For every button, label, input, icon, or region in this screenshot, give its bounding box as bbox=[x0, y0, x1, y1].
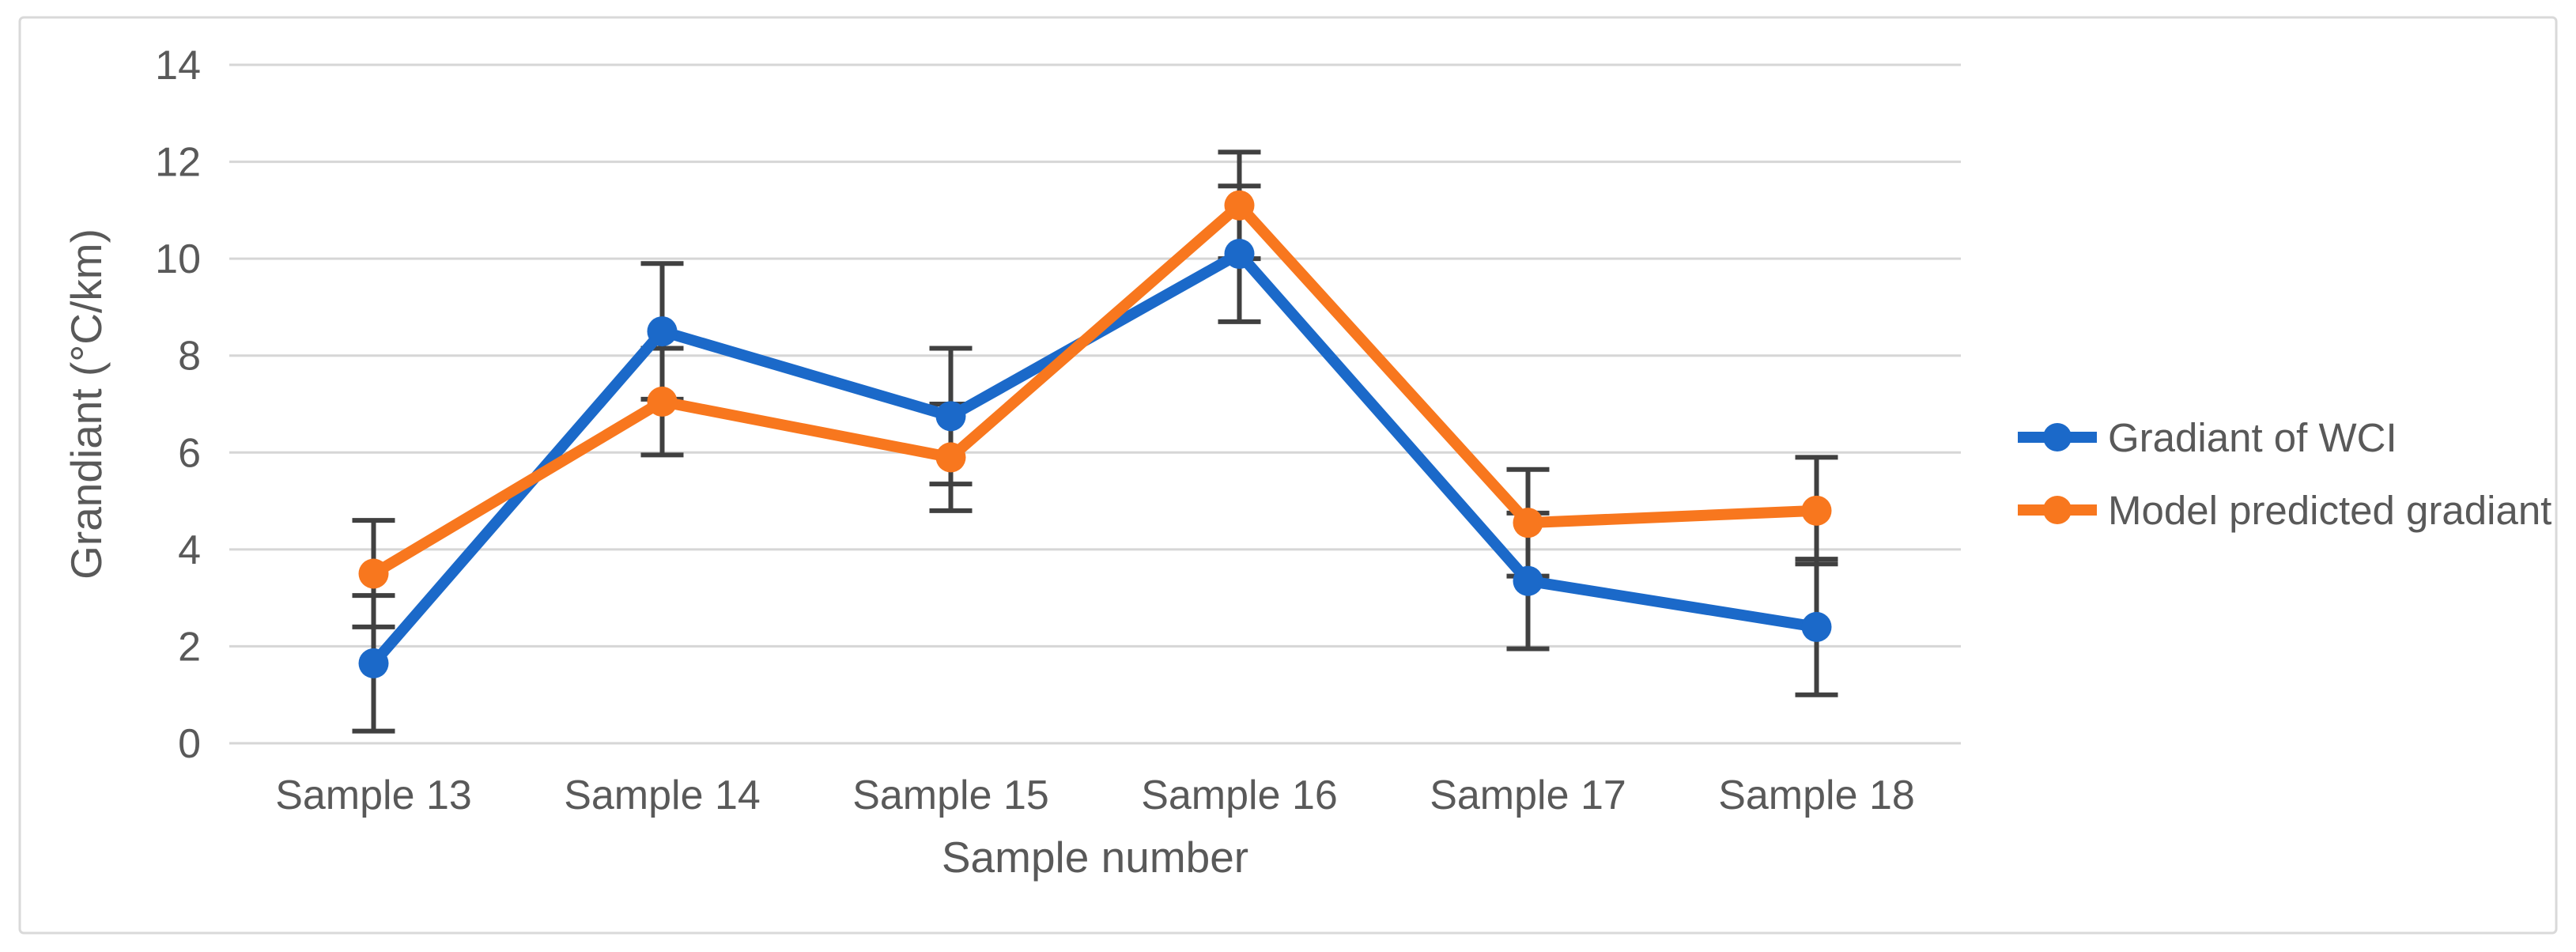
data-point-marker bbox=[1801, 495, 1832, 526]
x-tick-label: Sample 15 bbox=[852, 773, 1049, 818]
y-tick-label: 14 bbox=[155, 43, 201, 89]
data-point-marker bbox=[1801, 611, 1832, 642]
data-point-marker bbox=[1513, 508, 1543, 538]
data-point-marker bbox=[1224, 239, 1255, 270]
plot-area bbox=[229, 63, 1961, 745]
legend-marker-icon bbox=[2043, 496, 2072, 524]
series-line-1 bbox=[368, 248, 1822, 669]
data-point-marker bbox=[1224, 190, 1255, 221]
x-axis-title: Sample number bbox=[942, 833, 1248, 882]
y-axis-title: Grandiant (°C/km) bbox=[62, 229, 111, 580]
data-point-marker bbox=[935, 401, 966, 432]
y-tick-label: 4 bbox=[178, 527, 201, 573]
data-point-marker bbox=[358, 648, 389, 678]
data-point-marker bbox=[1513, 565, 1543, 596]
data-point-marker bbox=[647, 386, 678, 417]
y-tick-labels: 0 2 4 6 8 10 12 14 bbox=[155, 43, 201, 767]
legend-item-series-1: Gradiant of WCI bbox=[2018, 415, 2397, 460]
data-point-marker bbox=[935, 442, 966, 473]
legend-marker-icon bbox=[2043, 423, 2072, 451]
x-tick-labels: Sample 13 Sample 14 Sample 15 Sample 16 Samp… bbox=[275, 773, 1915, 818]
y-tick-label: 0 bbox=[178, 721, 201, 767]
y-tick-label: 12 bbox=[155, 140, 201, 186]
data-point-marker bbox=[647, 316, 678, 347]
legend-item-series-2: Model predicted gradiant bbox=[2018, 488, 2551, 533]
y-tick-label: 10 bbox=[155, 236, 201, 282]
legend-label: Gradiant of WCI bbox=[2108, 415, 2397, 460]
x-tick-label: Sample 13 bbox=[275, 773, 472, 818]
x-tick-label: Sample 18 bbox=[1718, 773, 1915, 818]
figure-border bbox=[18, 16, 2558, 935]
legend-label: Model predicted gradiant bbox=[2108, 488, 2551, 533]
data-point-marker bbox=[358, 558, 389, 589]
y-tick-label: 2 bbox=[178, 624, 201, 670]
y-tick-label: 6 bbox=[178, 430, 201, 476]
x-tick-label: Sample 14 bbox=[564, 773, 761, 818]
x-tick-label: Sample 17 bbox=[1430, 773, 1626, 818]
legend: Gradiant of WCI Model predicted gradiant bbox=[2018, 415, 2551, 533]
x-tick-label: Sample 16 bbox=[1141, 773, 1338, 818]
y-tick-label: 8 bbox=[178, 334, 201, 380]
series-line-2 bbox=[368, 199, 1822, 580]
